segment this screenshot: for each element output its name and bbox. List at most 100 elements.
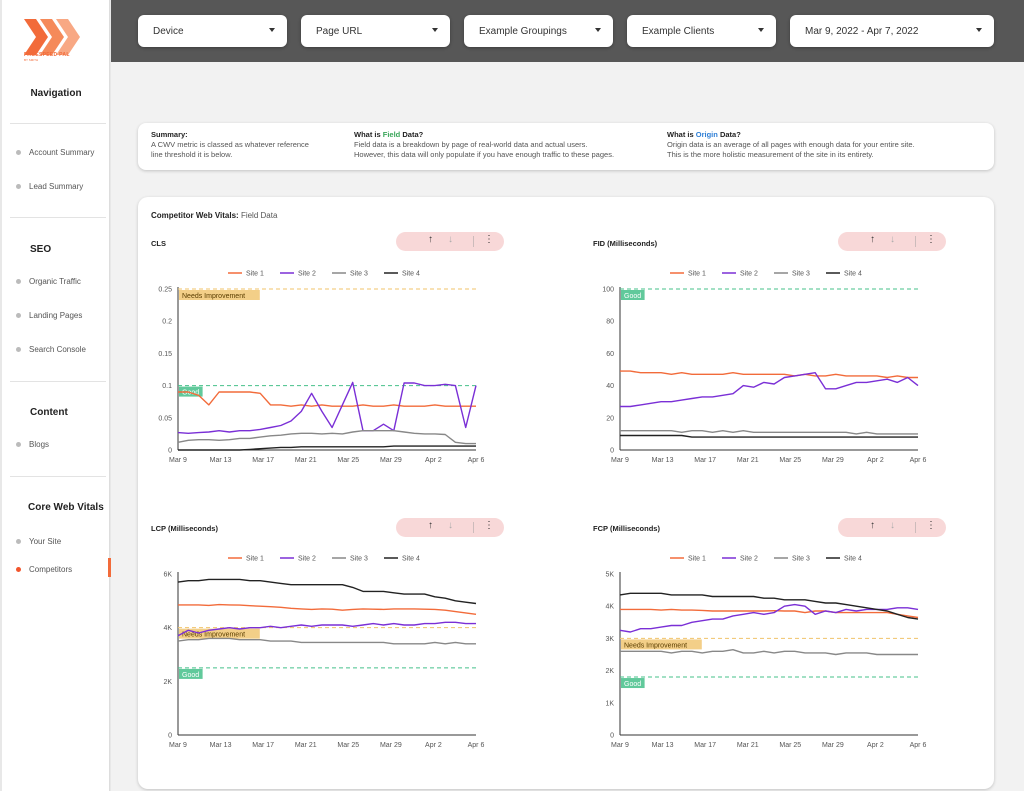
y-tick-label: 0.2 [162, 319, 172, 326]
sidebar-item-account-summary[interactable]: Account Summary [16, 148, 94, 157]
divider [473, 236, 474, 247]
x-tick-label: Mar 17 [694, 742, 716, 749]
y-tick-label: 0 [610, 448, 614, 455]
sidebar-item-blogs[interactable]: Blogs [16, 440, 49, 449]
chart-title-cls: CLS [151, 239, 166, 248]
y-tick-label: 5K [605, 572, 614, 579]
divider [915, 522, 916, 533]
chevron-down-icon [432, 28, 438, 32]
reference-label-bg [179, 628, 260, 639]
series-line [178, 445, 476, 451]
x-tick-label: Mar 25 [779, 742, 801, 749]
sidebar-item-landing-pages[interactable]: Landing Pages [16, 311, 82, 320]
sidebar-item-search-console[interactable]: Search Console [16, 345, 86, 354]
x-tick-label: Mar 25 [337, 742, 359, 749]
reference-label: Needs Improvement [624, 642, 687, 649]
arrow-up-icon[interactable]: ↑ [870, 520, 875, 531]
arrow-down-icon[interactable]: ↓ [890, 520, 895, 531]
active-indicator [108, 558, 111, 577]
more-vert-icon[interactable]: ⋮ [926, 234, 936, 245]
bullet-icon [16, 184, 21, 189]
arrow-down-icon[interactable]: ↓ [890, 234, 895, 245]
sidebar-item-organic-traffic[interactable]: Organic Traffic [16, 277, 81, 286]
reference-label-bg [179, 290, 260, 300]
sidebar-item-your-site[interactable]: Your Site [16, 537, 61, 546]
x-tick-label: Mar 9 [169, 457, 187, 464]
chart-controls: ↑ ↓ ⋮ [838, 518, 946, 537]
field-data-section: What is Field Data? Field data is a brea… [354, 130, 614, 160]
divider [10, 381, 106, 382]
reference-label: Needs Improvement [182, 293, 245, 300]
field-text: Field data is a breakdown by page of rea… [354, 140, 588, 149]
arrow-down-icon[interactable]: ↓ [448, 234, 453, 245]
series-line [620, 434, 918, 438]
x-tick-label: Mar 13 [210, 742, 232, 749]
x-tick-label: Mar 13 [652, 742, 674, 749]
more-vert-icon[interactable]: ⋮ [484, 520, 494, 531]
y-tick-label: 4K [605, 604, 614, 611]
sidebar-item-label: Landing Pages [29, 311, 83, 320]
legend-label: Site 1 [688, 556, 706, 563]
x-tick-label: Mar 29 [380, 742, 402, 749]
series-line [620, 608, 919, 619]
more-vert-icon[interactable]: ⋮ [484, 234, 494, 245]
clients-filter[interactable]: Example Clients [627, 15, 776, 47]
arrow-up-icon[interactable]: ↑ [428, 520, 433, 531]
legend-label: Site 4 [844, 556, 862, 563]
date-range-picker[interactable]: Mar 9, 2022 - Apr 7, 2022 [790, 15, 994, 47]
summary-text: A CWV metric is classed as whatever refe… [151, 140, 309, 149]
reference-label-bg [621, 678, 645, 689]
divider [10, 217, 106, 218]
filter-label: Device [153, 25, 184, 37]
more-vert-icon[interactable]: ⋮ [926, 520, 936, 531]
sidebar-item-label: Your Site [29, 537, 62, 546]
y-tick-label: 0.05 [158, 415, 172, 422]
summary-text: line threshold it is below. [151, 150, 233, 159]
chart-title-fid: FID (Milliseconds) [593, 239, 658, 248]
bullet-icon [16, 279, 21, 284]
summary-title: Summary: [151, 130, 188, 139]
reference-label-bg [621, 639, 702, 650]
arrow-down-icon[interactable]: ↓ [448, 520, 453, 531]
bullet-icon [16, 313, 21, 318]
sidebar-item-competitors[interactable]: Competitors [16, 565, 72, 574]
y-tick-label: 0 [610, 733, 614, 740]
legend-label: Site 2 [298, 271, 316, 278]
x-tick-label: Mar 9 [611, 457, 629, 464]
arrow-up-icon[interactable]: ↑ [428, 234, 433, 245]
sidebar-item-lead-summary[interactable]: Lead Summary [16, 182, 83, 191]
y-tick-label: 100 [602, 287, 614, 294]
legend-label: Site 2 [740, 271, 758, 278]
legend-label: Site 3 [350, 271, 368, 278]
legend-label: Site 2 [298, 556, 316, 563]
reference-label: Good [182, 672, 199, 679]
chart-controls: ↑ ↓ ⋮ [396, 232, 504, 251]
y-tick-label: 2K [605, 668, 614, 675]
y-tick-label: 0.25 [158, 287, 172, 294]
legend-label: Site 4 [402, 271, 420, 278]
groupings-filter[interactable]: Example Groupings [464, 15, 613, 47]
fcp-chart: Site 1 Site 2 Site 3 Site 4 0 1K 2K 3K 4K 5K Mar 9… [605, 556, 926, 750]
x-tick-label: Mar 17 [252, 742, 274, 749]
chevron-down-icon [269, 28, 275, 32]
chart-controls: ↑ ↓ ⋮ [838, 232, 946, 251]
chevron-down-icon [595, 28, 601, 32]
legend-label: Site 3 [350, 556, 368, 563]
chart-title-lcp: LCP (Milliseconds) [151, 524, 218, 533]
series-line [177, 637, 476, 645]
filter-label: Page URL [316, 25, 363, 37]
y-tick-label: 0 [168, 448, 172, 455]
origin-data-section: What is Origin Data? Origin data is an a… [667, 130, 915, 160]
page-url-filter[interactable]: Page URL [301, 15, 450, 47]
bullet-icon [16, 442, 21, 447]
arrow-up-icon[interactable]: ↑ [870, 234, 875, 245]
series-line [177, 621, 476, 637]
reference-label: Good [624, 293, 641, 300]
y-tick-label: 1K [605, 700, 614, 707]
x-tick-label: Apr 2 [425, 457, 442, 464]
divider [915, 236, 916, 247]
x-tick-label: Mar 17 [694, 457, 716, 464]
summary-section: Summary: A CWV metric is classed as what… [151, 130, 309, 160]
chart-controls: ↑ ↓ ⋮ [396, 518, 504, 537]
device-filter[interactable]: Device [138, 15, 287, 47]
